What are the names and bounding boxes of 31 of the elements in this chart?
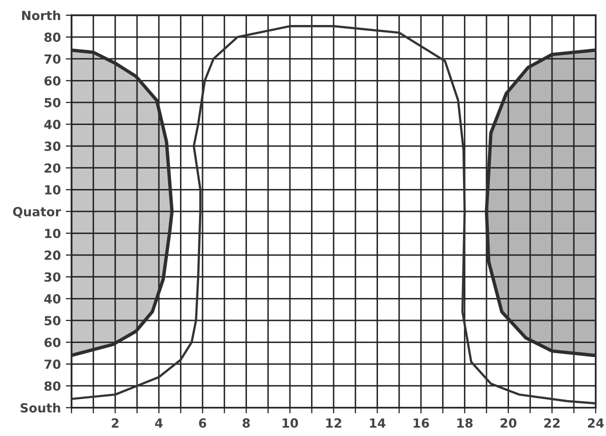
x-tick-label: 6 [198, 418, 206, 428]
y-tick-label: 80 [44, 381, 60, 391]
x-tick-label: 4 [155, 418, 163, 428]
y-tick-label: 50 [44, 98, 60, 108]
x-tick-label: 22 [544, 418, 560, 428]
y-tick-label: 20 [44, 163, 60, 173]
y-tick-label: South [20, 402, 60, 413]
y-tick-label: 80 [44, 32, 60, 42]
x-tick-label: 8 [242, 418, 250, 428]
x-tick-label: 10 [282, 418, 298, 428]
y-tick-label: 70 [44, 54, 60, 64]
x-tick-label: 2 [112, 418, 118, 428]
y-tick-label: 20 [44, 250, 60, 260]
y-tick-label: 40 [44, 294, 60, 304]
x-tick-label: 18 [457, 418, 473, 428]
y-tick-label: 70 [44, 360, 60, 369]
x-tick-label: 24 [588, 418, 604, 428]
y-tick-label: Quator [13, 206, 62, 218]
x-tick-label: 16 [414, 418, 429, 428]
y-tick-label: 60 [44, 338, 60, 348]
y-tick-label: 50 [44, 316, 60, 326]
y-tick-label: 60 [44, 76, 60, 86]
y-tick-label: 10 [45, 228, 60, 238]
y-tick-label: 30 [44, 142, 60, 151]
y-tick-label: 10 [45, 185, 60, 195]
x-tick-label: 20 [500, 418, 516, 428]
y-tick-label: 30 [44, 272, 60, 282]
y-tick-label: North [22, 10, 60, 20]
x-tick-label: 12 [326, 418, 342, 428]
x-tick-label: 14 [370, 418, 386, 428]
y-tick-label: 40 [44, 120, 60, 130]
